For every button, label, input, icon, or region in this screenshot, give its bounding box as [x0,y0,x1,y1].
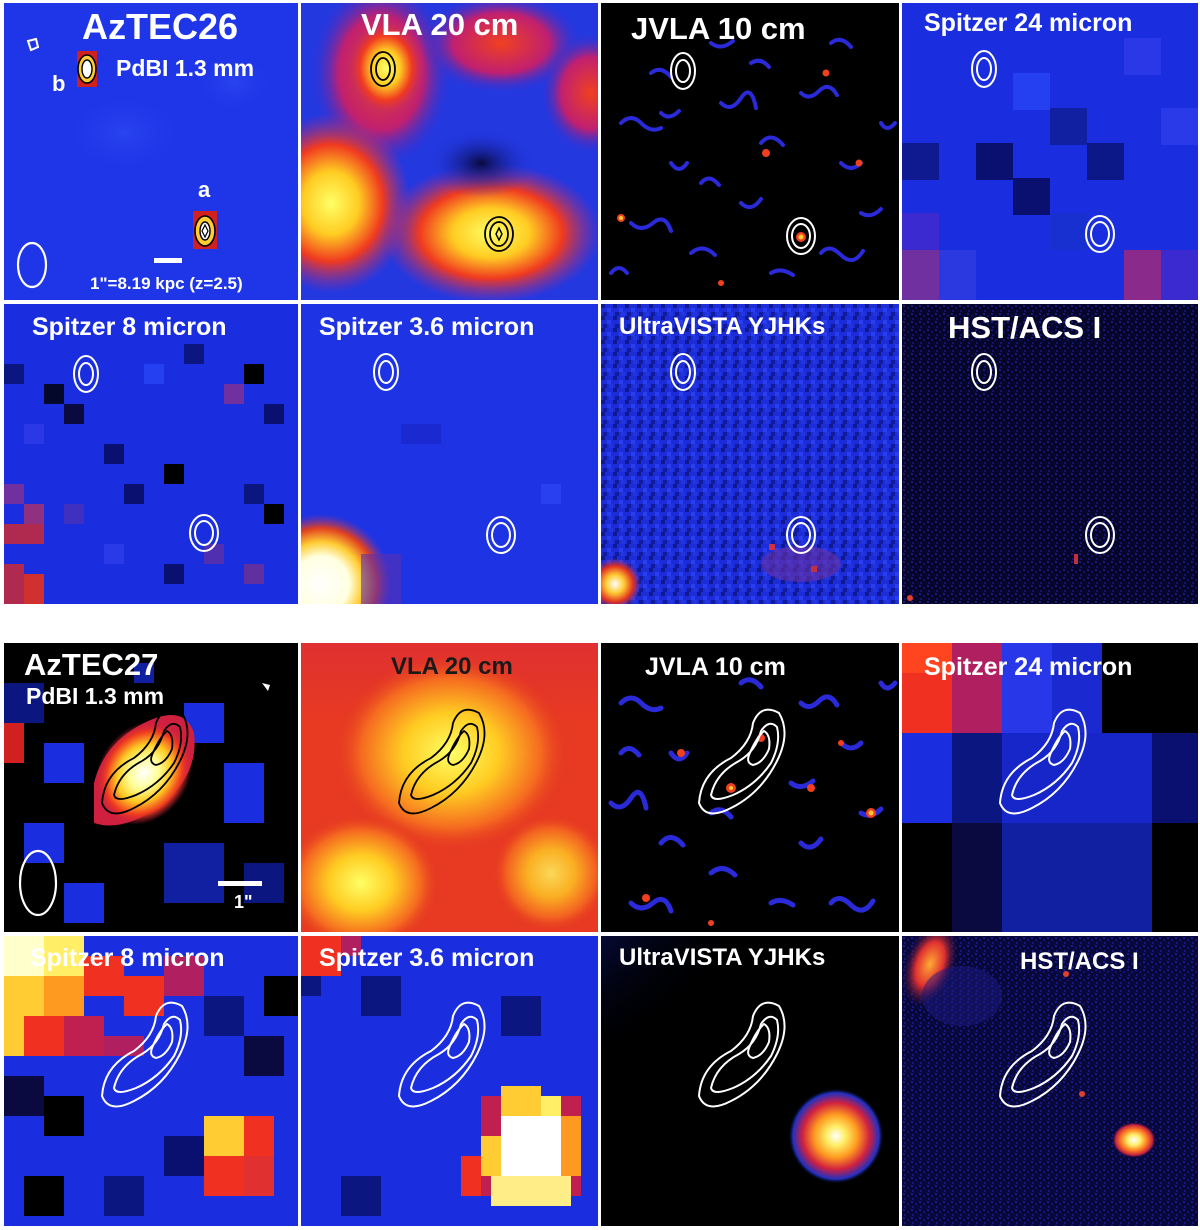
panel-aztec27-hst: HST/ACS I [902,936,1198,1226]
panel-title: AzTEC27 [24,647,159,682]
panel-aztec27-ultravista: UltraVISTA YJHKs [601,936,899,1226]
panel-aztec27-jvla10: JVLA 10 cm [601,643,899,932]
panel-aztec26-ultravista: UltraVISTA YJHKs [601,304,899,604]
panel-title: Spitzer 24 micron [924,9,1133,37]
panel-title: UltraVISTA YJHKs [619,313,826,340]
panel-title: HST/ACS I [948,310,1102,345]
panel-title: JVLA 10 cm [645,653,786,681]
panel-title: Spitzer 8 micron [30,944,225,972]
aztec26-hst-map [902,304,1198,604]
panel-title: AzTEC26 [82,6,239,47]
panel-aztec27-vla20: VLA 20 cm [301,643,598,932]
aztec26-vla20-map [301,3,598,300]
panel-aztec26-spitzer3p6: Spitzer 3.6 micron [301,304,598,604]
aztec27-jvla10-map [608,677,898,926]
scale-bar-label: 1"=8.19 kpc (z=2.5) [90,274,243,293]
aztec26-spitzer3p6-map [301,304,598,604]
panel-aztec26-vla20: VLA 20 cm [301,3,598,300]
panel-aztec27-spitzer8: Spitzer 8 micron [4,936,298,1226]
aztec26-spitzer8-map [4,304,298,604]
scale-bar-label: 1" [234,892,253,912]
panel-title: Spitzer 3.6 micron [319,313,535,341]
beam-ellipse [18,849,58,917]
source-label-b: b [52,71,66,96]
aztec26-jvla10-map [609,37,897,286]
panel-title: VLA 20 cm [391,653,513,680]
aztec27-spitzer24-map [902,643,1198,932]
panel-title: Spitzer 24 micron [924,653,1133,681]
panel-title: VLA 20 cm [361,7,519,42]
aztec26-pdbi-map [16,37,274,289]
aztec27-pdbi-map [4,663,284,923]
source-label-a: a [198,177,211,202]
aztec27-hst-map [902,936,1198,1226]
panel-subtitle: PdBI 1.3 mm [116,55,255,81]
panel-title: UltraVISTA YJHKs [619,944,826,971]
panel-title: Spitzer 3.6 micron [319,944,535,972]
panel-aztec27-spitzer24: Spitzer 24 micron [902,643,1198,932]
aztec27-ultravista-map [601,936,899,1226]
panel-aztec26-hst: HST/ACS I [902,304,1198,604]
beam-ellipse [16,241,48,289]
aztec27-spitzer8-map [4,936,298,1226]
scale-bar [218,881,262,886]
panel-title: Spitzer 8 micron [32,313,227,341]
aztec27-vla20-map [301,643,598,932]
panel-aztec27-pdbi: AzTEC27 PdBI 1.3 mm 1" [4,643,298,932]
panel-aztec26-spitzer8: Spitzer 8 micron [4,304,298,604]
panel-title: JVLA 10 cm [631,11,806,46]
aztec26-ultravista-map [601,304,899,604]
aztec26-spitzer24-map [902,3,1198,300]
panel-aztec27-spitzer3p6: Spitzer 3.6 micron [301,936,598,1226]
panel-aztec26-spitzer24: Spitzer 24 micron [902,3,1198,300]
panel-aztec26-jvla10: JVLA 10 cm [601,3,899,300]
panel-subtitle: PdBI 1.3 mm [26,683,165,709]
panel-title: HST/ACS I [1020,948,1139,975]
panel-aztec26-pdbi: AzTEC26 PdBI 1.3 mm b a 1"=8.19 kpc (z=2… [4,3,298,300]
scale-bar [154,258,182,263]
aztec27-spitzer3p6-map [301,936,598,1226]
